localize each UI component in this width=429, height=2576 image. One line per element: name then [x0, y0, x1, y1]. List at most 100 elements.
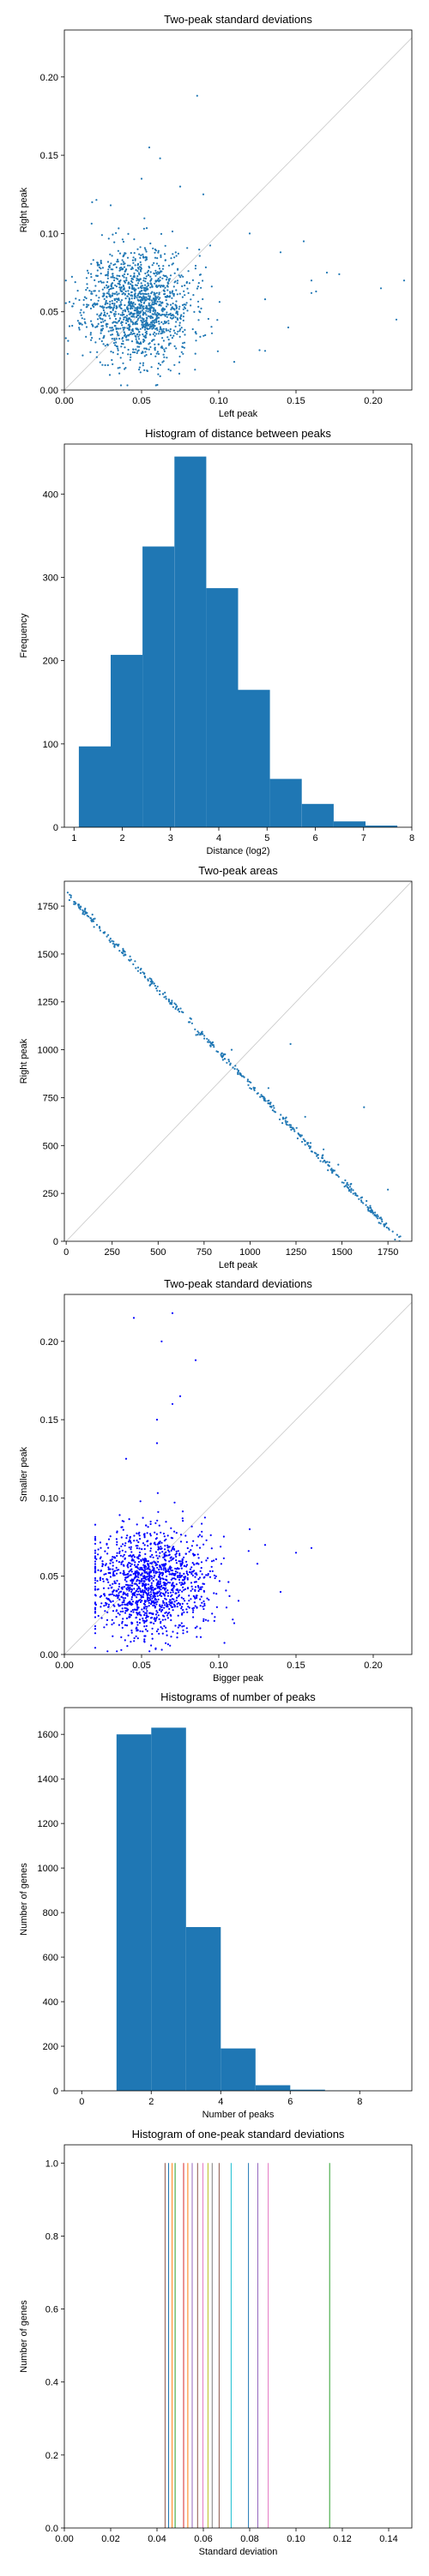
scatter-point [160, 1595, 162, 1597]
scatter-point [124, 309, 126, 311]
scatter-point [127, 257, 129, 259]
scatter-point [129, 326, 130, 327]
scatter-point [139, 367, 141, 369]
scatter-point [214, 1616, 215, 1618]
scatter-point [249, 1081, 251, 1083]
scatter-point [170, 274, 172, 276]
scatter-point [155, 1603, 157, 1605]
scatter-point [258, 349, 260, 351]
scatter-point [305, 1144, 306, 1145]
scatter-point [156, 990, 158, 992]
scatter-point [299, 1136, 301, 1138]
scatter-point [180, 1607, 182, 1609]
scatter-point [201, 1531, 202, 1533]
scatter-point [396, 319, 397, 321]
scatter-point [126, 308, 128, 309]
scatter-point [109, 305, 111, 307]
scatter-point [134, 1564, 136, 1566]
scatter-point [123, 1529, 124, 1531]
scatter-point [178, 253, 179, 255]
scatter-point [166, 1576, 167, 1577]
scatter-point [180, 1540, 182, 1542]
scatter-point [161, 1628, 163, 1630]
scatter-point [177, 331, 178, 333]
scatter-point [381, 1221, 383, 1222]
scatter-point [181, 1606, 183, 1607]
histogram-bar [174, 457, 206, 827]
scatter-point [200, 308, 202, 309]
scatter-point [182, 1603, 184, 1605]
scatter-point [221, 1053, 222, 1054]
scatter-point [101, 305, 103, 307]
scatter-point [136, 1627, 137, 1629]
scatter-point [380, 1222, 382, 1224]
scatter-point [133, 1640, 135, 1642]
scatter-point [141, 282, 142, 284]
scatter-point [182, 1630, 184, 1631]
scatter-point [171, 1585, 172, 1587]
scatter-point [107, 268, 109, 270]
scatter-point [144, 1548, 146, 1550]
scatter-point [270, 1107, 272, 1108]
scatter-point [102, 296, 104, 297]
scatter-point [129, 297, 130, 299]
scatter-point [130, 1542, 132, 1544]
scatter-point [143, 1638, 145, 1640]
scatter-point [352, 1189, 353, 1191]
scatter-point [160, 1567, 162, 1569]
scatter-point [180, 274, 182, 276]
scatter-point [157, 1592, 159, 1594]
scatter-point [103, 309, 105, 311]
scatter-point [186, 1570, 188, 1572]
scatter-point [193, 1554, 195, 1556]
scatter-point [192, 328, 194, 330]
scatter-point [120, 1555, 122, 1557]
scatter-point [203, 1035, 205, 1036]
scatter-point [90, 321, 92, 322]
scatter-point [374, 1211, 376, 1213]
scatter-point [98, 281, 100, 283]
scatter-point [136, 1606, 138, 1607]
scatter-point [130, 1591, 132, 1593]
scatter-point [142, 333, 143, 335]
scatter-point [124, 1572, 125, 1574]
scatter-point [106, 296, 107, 297]
scatter-point [101, 340, 103, 342]
scatter-point [130, 1569, 132, 1570]
scatter-point [170, 309, 172, 310]
scatter-point [139, 315, 141, 316]
scatter-point [72, 305, 74, 307]
scatter-point [113, 1581, 115, 1582]
x-tick-label: 0.08 [240, 2534, 258, 2544]
plot-area [79, 457, 397, 827]
scatter-point [171, 1606, 172, 1608]
scatter-point [157, 1561, 159, 1563]
scatter-point [142, 254, 143, 255]
scatter-point [166, 998, 167, 1000]
scatter-point [101, 319, 103, 321]
scatter-point [175, 251, 177, 253]
scatter-point [156, 1537, 158, 1539]
scatter-point [202, 194, 204, 195]
scatter-point [148, 1560, 149, 1562]
scatter-point [144, 1570, 146, 1571]
scatter-point [202, 1544, 204, 1546]
scatter-point [174, 273, 176, 274]
y-tick-label: 0.6 [45, 2305, 58, 2315]
scatter-point [188, 1594, 190, 1596]
scatter-point [123, 288, 124, 290]
scatter-point [158, 353, 160, 355]
scatter-point [159, 990, 160, 992]
scatter-point [90, 299, 92, 301]
scatter-point [115, 1590, 117, 1592]
scatter-point [146, 1625, 148, 1627]
scatter-point [186, 302, 188, 303]
scatter-point [140, 328, 142, 330]
scatter-point [112, 351, 114, 353]
scatter-point [112, 1604, 114, 1606]
scatter-point [178, 1554, 180, 1556]
scatter-point [173, 1585, 175, 1587]
scatter-point [153, 333, 154, 335]
scatter-point [91, 223, 93, 225]
scatter-point [128, 293, 130, 295]
